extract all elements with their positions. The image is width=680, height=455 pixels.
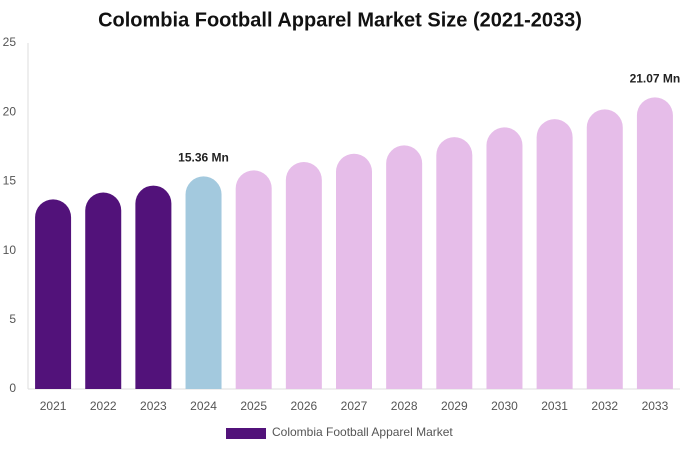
legend-swatch [226, 428, 266, 439]
value-label: 21.07 Mn [630, 72, 680, 86]
x-tick-label: 2029 [441, 399, 468, 413]
x-tick-label: 2031 [541, 399, 568, 413]
x-tick-label: 2032 [591, 399, 618, 413]
x-tick-label: 2028 [391, 399, 418, 413]
bar [536, 119, 573, 389]
y-tick-label: 10 [3, 243, 17, 257]
chart-title: Colombia Football Apparel Market Size (2… [98, 9, 582, 31]
y-tick-label: 0 [9, 381, 16, 395]
legend-label: Colombia Football Apparel Market [272, 425, 453, 439]
bar [185, 176, 222, 389]
y-tick-label: 25 [3, 35, 17, 49]
bar [436, 137, 473, 389]
x-tick-label: 2026 [290, 399, 317, 413]
x-tick-label: 2024 [190, 399, 217, 413]
x-tick-label: 2021 [40, 399, 67, 413]
bar [636, 97, 673, 389]
bar [135, 185, 172, 389]
bar [85, 192, 122, 389]
bar [235, 170, 272, 389]
bar [486, 127, 523, 389]
bar [386, 145, 423, 389]
y-tick-label: 5 [9, 312, 16, 326]
bar [586, 109, 623, 389]
y-tick-label: 15 [3, 174, 17, 188]
bar [336, 153, 372, 389]
x-tick-label: 2027 [341, 399, 368, 413]
bar [35, 199, 72, 389]
bar [285, 162, 322, 389]
y-tick-label: 20 [3, 104, 17, 118]
x-tick-label: 2022 [90, 399, 117, 413]
value-label: 15.36 Mn [178, 151, 229, 165]
x-tick-label: 2023 [140, 399, 167, 413]
x-tick-label: 2030 [491, 399, 518, 413]
x-tick-label: 2025 [240, 399, 267, 413]
x-tick-label: 2033 [642, 399, 669, 413]
